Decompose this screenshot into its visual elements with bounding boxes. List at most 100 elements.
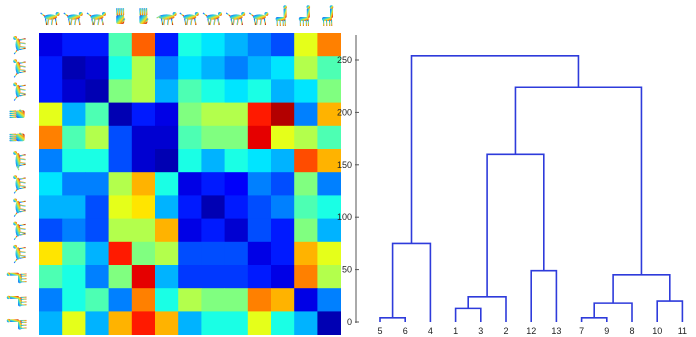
row-thumbnails bbox=[6, 36, 27, 330]
heatmap-cell bbox=[294, 241, 318, 266]
centaur-icon bbox=[6, 272, 27, 284]
heatmap-cell bbox=[271, 102, 295, 127]
wolf-icon bbox=[225, 12, 246, 26]
heatmap-cell bbox=[39, 288, 63, 312]
heatmap-cell bbox=[271, 218, 295, 243]
heatmap-cell bbox=[294, 125, 318, 150]
leaf-label: 10 bbox=[652, 326, 662, 336]
heatmap-cell bbox=[271, 241, 295, 266]
heatmap-cell bbox=[201, 102, 225, 127]
heatmap-cell bbox=[85, 149, 109, 173]
dendrogram-link bbox=[486, 153, 545, 297]
heatmap-cell bbox=[39, 218, 63, 243]
heatmap-cell bbox=[178, 79, 202, 103]
heatmap-cell bbox=[131, 195, 156, 219]
dog-icon bbox=[202, 12, 222, 26]
heatmap-cell bbox=[62, 149, 86, 173]
heatmap-cell bbox=[155, 79, 179, 103]
heatmap-cell bbox=[294, 172, 318, 196]
heatmap-cell bbox=[155, 218, 179, 243]
heatmap-cell bbox=[108, 102, 133, 127]
heatmap-cell bbox=[294, 79, 318, 103]
heatmap-cell bbox=[224, 288, 249, 312]
heatmap-cell bbox=[85, 311, 109, 335]
heatmap-cell bbox=[224, 172, 249, 196]
hand-icon bbox=[9, 109, 25, 118]
heatmap-cell bbox=[201, 241, 225, 266]
heatmap-cell bbox=[178, 265, 202, 289]
heatmap-cell bbox=[247, 218, 272, 243]
horse-icon bbox=[13, 82, 26, 101]
y-tick-label: 150 bbox=[337, 160, 352, 170]
heatmap-cell bbox=[85, 102, 109, 127]
heatmap-cell bbox=[317, 218, 341, 243]
heatmap-cell bbox=[317, 288, 341, 312]
heatmap-cell bbox=[271, 33, 295, 57]
heatmap-cell bbox=[271, 265, 295, 289]
heatmap-cell bbox=[317, 33, 341, 57]
heatmap-cell bbox=[85, 172, 109, 196]
leaf-label: 6 bbox=[403, 326, 408, 336]
heatmap-cell bbox=[294, 311, 318, 335]
dendrogram-y-axis: 0 50 100 150 200 250 bbox=[337, 35, 359, 327]
horse-icon bbox=[13, 59, 26, 78]
dendrogram-link bbox=[410, 55, 580, 244]
heatmap-cell bbox=[85, 265, 109, 289]
heatmap-cell bbox=[62, 172, 86, 196]
heatmap-cell bbox=[317, 195, 341, 219]
dendrogram-link bbox=[530, 269, 558, 322]
heatmap-cell bbox=[155, 311, 179, 335]
hand-icon bbox=[9, 132, 25, 142]
heatmap-cell bbox=[224, 265, 249, 289]
heatmap-cell bbox=[271, 172, 295, 196]
dendrogram-link bbox=[593, 302, 633, 322]
heatmap-cell bbox=[155, 149, 179, 173]
y-tick-label: 0 bbox=[347, 317, 352, 327]
heatmap-cell bbox=[271, 311, 295, 335]
heatmap-cell bbox=[178, 311, 202, 335]
dendrogram-leaf-labels: 5 6 4 1 3 2 12 13 7 9 8 10 11 bbox=[377, 326, 687, 336]
heatmap-cell bbox=[108, 172, 133, 196]
heatmap-cell bbox=[39, 102, 63, 127]
heatmap-cell bbox=[224, 241, 249, 266]
heatmap-cell bbox=[178, 288, 202, 312]
heatmap-cell bbox=[178, 241, 202, 266]
heatmap-cell bbox=[85, 56, 109, 80]
heatmap-cell bbox=[294, 56, 318, 80]
heatmap-cell bbox=[155, 33, 179, 57]
leaf-label: 1 bbox=[453, 326, 458, 336]
heatmap-cell bbox=[247, 288, 272, 312]
heatmap-cell bbox=[85, 195, 109, 219]
heatmap-cell bbox=[155, 172, 179, 196]
heatmap-cell bbox=[62, 218, 86, 243]
heatmap-cell bbox=[131, 33, 156, 57]
heatmap-cell bbox=[317, 56, 341, 80]
heatmap-cell bbox=[155, 195, 179, 219]
heatmap-cell bbox=[247, 149, 272, 173]
heatmap-cell bbox=[271, 56, 295, 80]
leaf-label: 5 bbox=[377, 326, 382, 336]
heatmap-cell bbox=[294, 149, 318, 173]
heatmap-cell bbox=[85, 218, 109, 243]
heatmap-cell bbox=[108, 56, 133, 80]
hand-icon bbox=[139, 8, 149, 24]
heatmap-cell bbox=[155, 56, 179, 80]
heatmap-cell bbox=[131, 125, 156, 150]
heatmap-cell bbox=[224, 56, 249, 80]
horse-icon bbox=[63, 12, 83, 26]
heatmap-cell bbox=[247, 265, 272, 289]
heatmap-cell bbox=[131, 265, 156, 289]
hand-icon bbox=[116, 8, 126, 24]
heatmap-cell bbox=[294, 102, 318, 127]
heatmap-cell bbox=[108, 218, 133, 243]
heatmap-cell bbox=[224, 149, 249, 173]
leaf-label: 12 bbox=[526, 326, 536, 336]
heatmap-cell bbox=[224, 218, 249, 243]
dendrogram-links bbox=[379, 55, 684, 322]
heatmap-cell bbox=[39, 195, 63, 219]
leaf-label: 9 bbox=[604, 326, 609, 336]
heatmap-cell bbox=[108, 149, 133, 173]
heatmap-cell bbox=[247, 172, 272, 196]
wolf-icon bbox=[13, 221, 26, 241]
